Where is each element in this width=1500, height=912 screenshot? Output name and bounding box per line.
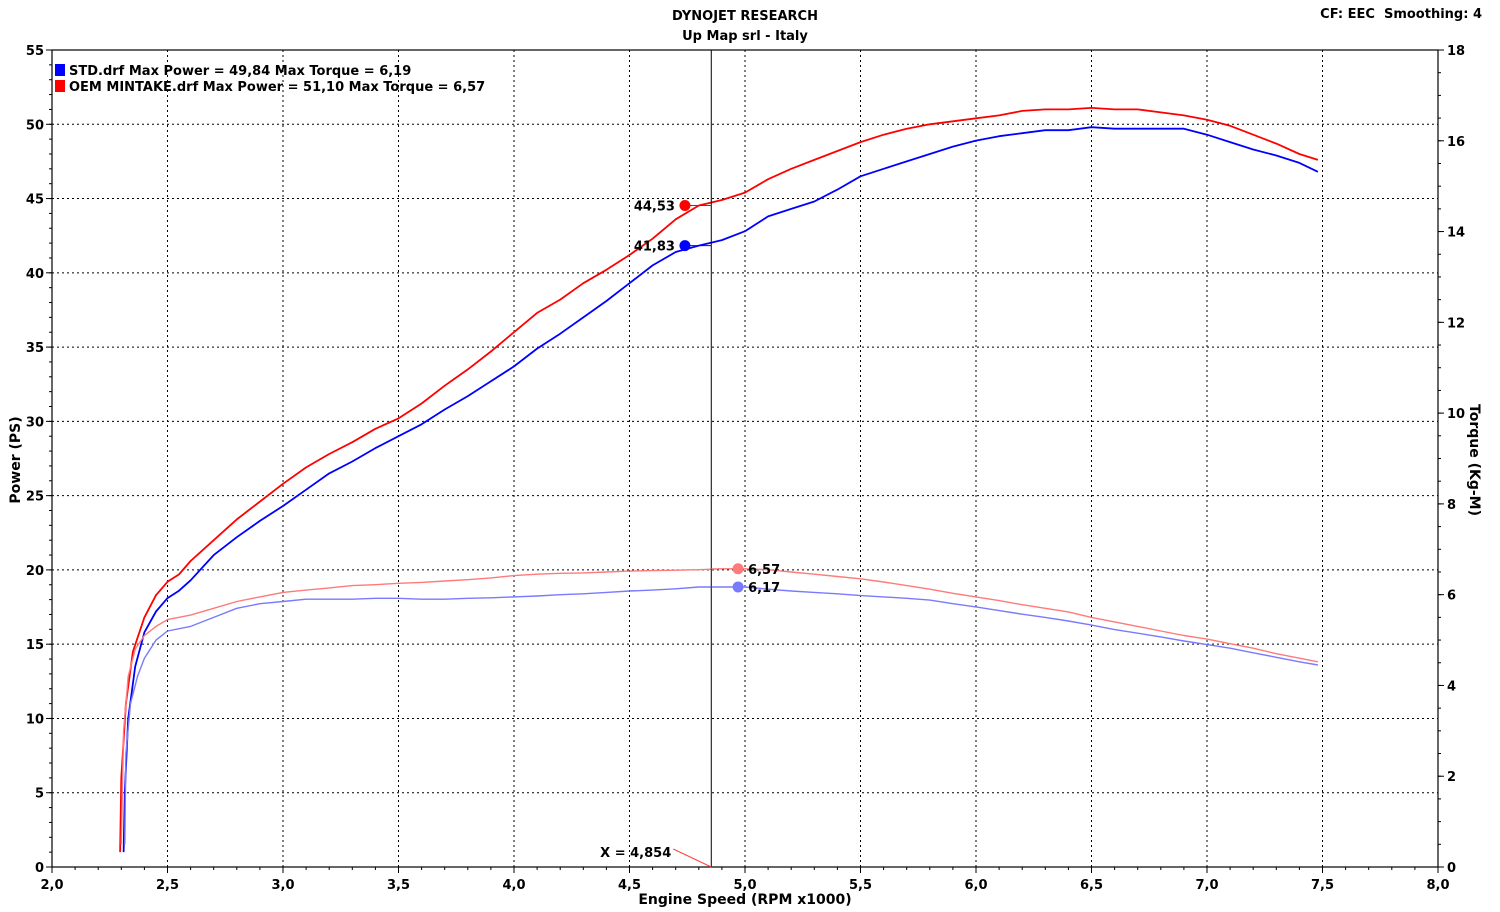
x-tick-label: 5,0 <box>733 878 756 893</box>
markers-group: 41,83 44,53 6,17 6,57 <box>634 200 780 596</box>
y2-tick-label: 0 <box>1447 861 1456 876</box>
correction-info: CF: EEC Smoothing: 4 <box>1320 7 1482 22</box>
y2-tick-label: 6 <box>1447 589 1456 604</box>
x-axis-label: Engine Speed (RPM x1000) <box>638 892 851 908</box>
oem_power-line <box>119 107 1319 853</box>
y-tick-label: 45 <box>26 193 44 208</box>
y2-tick-label: 14 <box>1447 226 1465 241</box>
y-tick-label: 0 <box>35 861 44 876</box>
marker-dot <box>679 240 691 252</box>
std_torque-line <box>124 586 1319 845</box>
cursor-label: X = 4,854 <box>600 846 671 861</box>
y-tick-label: 25 <box>26 490 44 505</box>
marker-label: 6,17 <box>748 581 780 596</box>
series-group <box>119 107 1319 853</box>
y-tick-label: 50 <box>26 118 44 133</box>
x-tick-label: 3,0 <box>271 878 294 893</box>
x-tick-label: 2,5 <box>156 878 179 893</box>
x-tick-label: 6,5 <box>1080 878 1103 893</box>
y2-tick-label: 12 <box>1447 316 1465 331</box>
tick-labels: 2,0 2,5 3,0 3,5 4,0 4,5 5,0 5,5 6,0 6,5 7,0 7,5 8,0 0… <box>26 44 1465 893</box>
y2-axis-label: Torque (Kg-M) <box>1466 404 1482 516</box>
y-tick-label: 55 <box>26 44 44 59</box>
cursor-group: X = 4,854 <box>600 50 712 868</box>
y-tick-label: 35 <box>26 341 44 356</box>
legend-entry: STD.drf Max Power = 49,84 Max Torque = 6… <box>69 64 411 79</box>
chart-subtitle: Up Map srl - Italy <box>682 29 808 44</box>
y2-tick-label: 4 <box>1447 679 1456 694</box>
y2-tick-label: 8 <box>1447 498 1456 513</box>
marker-label: 6,57 <box>748 563 780 578</box>
y-tick-label: 15 <box>26 638 44 653</box>
x-tick-label: 7,5 <box>1311 878 1334 893</box>
std_power-line <box>122 126 1319 853</box>
y2-tick-label: 2 <box>1447 770 1456 785</box>
y-tick-label: 5 <box>35 787 44 802</box>
legend: STD.drf Max Power = 49,84 Max Torque = 6… <box>55 64 485 95</box>
x-tick-label: 7,0 <box>1195 878 1218 893</box>
oem_torque-line <box>120 568 1319 845</box>
x-tick-label: 6,0 <box>964 878 987 893</box>
y-tick-label: 20 <box>26 564 44 579</box>
y-tick-label: 40 <box>26 267 44 282</box>
chart-title: DYNOJET RESEARCH <box>672 9 818 24</box>
marker-dot <box>679 200 691 212</box>
y2-tick-label: 18 <box>1447 44 1465 59</box>
x-tick-label: 8,0 <box>1426 878 1449 893</box>
legend-swatch <box>55 64 65 76</box>
x-tick-label: 2,0 <box>40 878 63 893</box>
grid <box>52 50 1438 867</box>
x-tick-label: 3,5 <box>387 878 410 893</box>
y-tick-label: 10 <box>26 712 44 727</box>
y-tick-label: 30 <box>26 415 44 430</box>
marker-dot <box>732 581 744 593</box>
marker-label: 44,53 <box>634 200 675 215</box>
x-tick-label: 4,5 <box>618 878 641 893</box>
y2-tick-label: 16 <box>1447 135 1465 150</box>
x-tick-label: 4,0 <box>502 878 525 893</box>
y-axis-label: Power (PS) <box>8 416 24 503</box>
x-tick-label: 5,5 <box>849 878 872 893</box>
marker-dot <box>732 563 744 575</box>
plot-frame <box>51 49 1439 868</box>
legend-entry: OEM MINTAKE.drf Max Power = 51,10 Max To… <box>69 80 485 95</box>
marker-label: 41,83 <box>634 240 675 255</box>
axes <box>46 49 1444 873</box>
cursor-leader <box>673 848 712 868</box>
legend-swatch <box>55 80 65 92</box>
y2-tick-label: 10 <box>1447 407 1465 422</box>
